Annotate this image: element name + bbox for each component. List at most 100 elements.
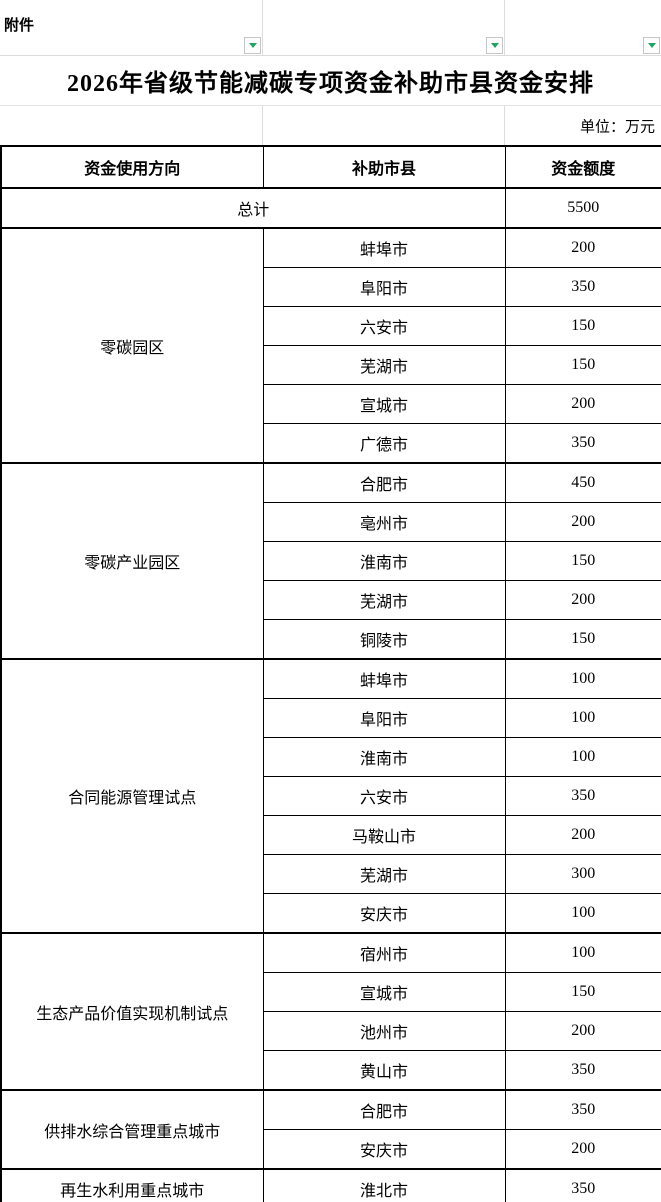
cell-city[interactable]: 铜陵市 (262, 619, 506, 660)
cell-amount[interactable]: 200 (504, 384, 661, 424)
cell-city[interactable]: 安庆市 (262, 893, 506, 934)
cell-amount[interactable]: 300 (504, 854, 661, 894)
cell-amount[interactable]: 150 (504, 541, 661, 581)
table-row: 亳州市 200 (1, 502, 661, 542)
cell-city[interactable]: 宣城市 (262, 384, 506, 424)
table-row: 供排水综合管理重点城市 合肥市 350 (0, 1089, 661, 1170)
cell-direction[interactable]: 合同能源管理试点 (0, 658, 264, 934)
attachment-label: 附件 (4, 17, 35, 34)
cell-amount[interactable]: 100 (504, 737, 661, 777)
sheet-title: 2026年省级节能减碳专项资金补助市县资金安排 (67, 71, 594, 97)
cell-amount[interactable]: 350 (504, 267, 661, 307)
cell-amount[interactable]: 450 (504, 462, 661, 503)
filter-dropdown-icon (490, 43, 499, 48)
cell-amount[interactable]: 100 (504, 893, 661, 934)
col-header-direction[interactable]: 资金使用方向 (0, 145, 264, 189)
col-header-amount[interactable]: 资金额度 (504, 145, 661, 189)
table-row: 再生水利用重点城市 淮北市 350 (0, 1168, 661, 1202)
table-row: 宣城市 150 (1, 972, 661, 1012)
cell-city[interactable]: 淮南市 (262, 541, 506, 581)
cell-amount[interactable]: 350 (504, 1089, 661, 1130)
header-row: 资金使用方向 补助市县 资金额度 (0, 145, 661, 189)
cell-amount[interactable]: 150 (504, 972, 661, 1012)
cell-city[interactable]: 阜阳市 (262, 267, 506, 307)
filter-dropdown-icon (647, 43, 656, 48)
table-row: 芜湖市 300 (1, 854, 661, 894)
table-row: 安庆市 100 (1, 893, 661, 934)
cell-amount[interactable]: 150 (504, 619, 661, 660)
cell-amount[interactable]: 150 (504, 345, 661, 385)
table-row: 铜陵市 150 (1, 619, 661, 660)
cell-city[interactable]: 淮南市 (262, 737, 506, 777)
table-row: 广德市 350 (1, 423, 661, 464)
cell-amount[interactable]: 100 (504, 658, 661, 699)
cell-city[interactable]: 淮北市 (262, 1168, 506, 1202)
cell-city[interactable]: 宿州市 (262, 932, 506, 973)
filter-dropdown-button-col1[interactable] (244, 37, 261, 54)
cell-city[interactable]: 蚌埠市 (262, 658, 506, 699)
table-body: 总计 5500 零碳园区 蚌埠市 200 阜阳市 350 六安市 150 芜湖市 150 宣城市 2… (0, 187, 661, 1202)
cell-city[interactable]: 六安市 (262, 776, 506, 816)
cell-amount[interactable]: 350 (504, 1050, 661, 1091)
cell-city[interactable]: 六安市 (262, 306, 506, 346)
cell-city[interactable]: 亳州市 (262, 502, 506, 542)
cell-city[interactable]: 广德市 (262, 423, 506, 464)
cell-city[interactable]: 芜湖市 (262, 580, 506, 620)
total-row: 总计 5500 (0, 187, 661, 229)
col-header-city[interactable]: 补助市县 (262, 145, 506, 189)
fund-allocation-table: 资金使用方向 补助市县 资金额度 总计 5500 零碳园区 蚌埠市 200 阜阳市 35… (0, 145, 661, 1202)
table-row: 芜湖市 150 (1, 345, 661, 385)
cell-direction[interactable]: 供排水综合管理重点城市 (0, 1089, 264, 1170)
cell-amount[interactable]: 200 (504, 815, 661, 855)
unit-row: 单位：万元 (0, 106, 661, 145)
table-row: 宣城市 200 (1, 384, 661, 424)
cell-total-amount[interactable]: 5500 (504, 187, 661, 229)
cell-amount[interactable]: 100 (504, 698, 661, 738)
cell-amount[interactable]: 350 (504, 776, 661, 816)
cell-amount[interactable]: 150 (504, 306, 661, 346)
cell-city[interactable]: 合肥市 (262, 1089, 506, 1130)
cell-city[interactable]: 马鞍山市 (262, 815, 506, 855)
unit-label: 单位：万元 (579, 118, 655, 135)
cell-city[interactable]: 合肥市 (262, 462, 506, 503)
cell-city[interactable]: 池州市 (262, 1011, 506, 1051)
cell-amount[interactable]: 350 (504, 423, 661, 464)
table-row: 阜阳市 350 (1, 267, 661, 307)
filter-dropdown-icon (248, 43, 257, 48)
filter-dropdown-button-col3[interactable] (643, 37, 660, 54)
cell-amount[interactable]: 200 (504, 580, 661, 620)
cell-amount[interactable]: 200 (504, 1011, 661, 1051)
table-row: 零碳产业园区 合肥市 450 (0, 462, 661, 660)
table-row: 芜湖市 200 (1, 580, 661, 620)
cell-direction[interactable]: 再生水利用重点城市 (0, 1168, 264, 1202)
cell-city[interactable]: 芜湖市 (262, 345, 506, 385)
table-row: 零碳园区 蚌埠市 200 (0, 227, 661, 464)
table-row: 池州市 200 (1, 1011, 661, 1051)
cell-city[interactable]: 安庆市 (262, 1129, 506, 1170)
table-row: 阜阳市 100 (1, 698, 661, 738)
cell-city[interactable]: 宣城市 (262, 972, 506, 1012)
sheet-title-cell[interactable]: 2026年省级节能减碳专项资金补助市县资金安排 (0, 56, 661, 106)
cell-amount[interactable]: 350 (504, 1168, 661, 1202)
cell-direction[interactable]: 零碳产业园区 (0, 462, 264, 660)
cell-direction[interactable]: 生态产品价值实现机制试点 (0, 932, 264, 1091)
cell-amount[interactable]: 200 (504, 227, 661, 268)
filter-dropdown-button-col2[interactable] (486, 37, 503, 54)
cell-city[interactable]: 芜湖市 (262, 854, 506, 894)
cell-direction[interactable]: 零碳园区 (0, 227, 264, 464)
cell-amount[interactable]: 100 (504, 932, 661, 973)
cell-amount[interactable]: 200 (504, 502, 661, 542)
table-row: 合同能源管理试点 蚌埠市 100 (0, 658, 661, 934)
cell-city[interactable]: 阜阳市 (262, 698, 506, 738)
table-row: 生态产品价值实现机制试点 宿州市 100 (0, 932, 661, 1091)
cell-amount[interactable]: 200 (504, 1129, 661, 1170)
grid-line (504, 0, 505, 55)
cell-city[interactable]: 黄山市 (262, 1050, 506, 1091)
grid-line (504, 106, 505, 145)
attachment-row: 附件 (0, 0, 661, 56)
table-row: 淮南市 150 (1, 541, 661, 581)
cell-city[interactable]: 蚌埠市 (262, 227, 506, 268)
cell-total-label[interactable]: 总计 (0, 187, 506, 229)
grid-line (262, 106, 263, 145)
